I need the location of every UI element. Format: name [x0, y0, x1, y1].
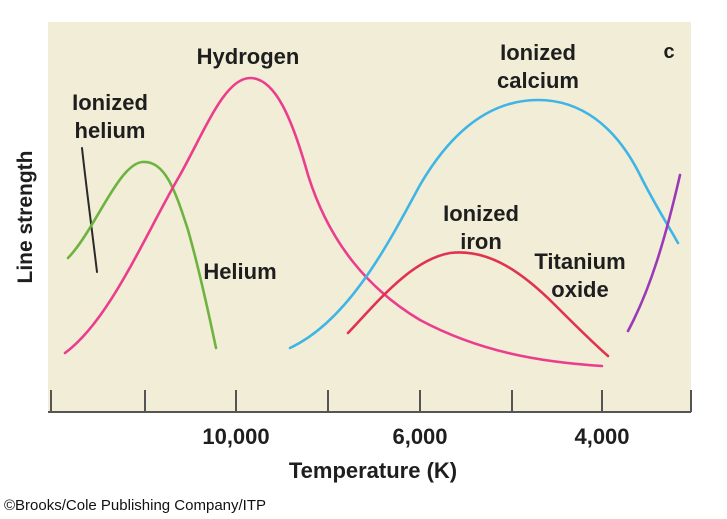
series-labels: Ionized helium Helium Hydrogen Ionized calciu…: [72, 40, 626, 302]
series-line-helium: [66, 160, 218, 350]
x-tick-label: 6,000: [392, 424, 447, 449]
copyright-credit: ©Brooks/Cole Publishing Company/ITP: [4, 497, 267, 514]
series-line-ionized-calcium: [288, 98, 680, 350]
series-label-helium: Helium: [203, 259, 276, 284]
series-label-ionized-calcium: Ionized calcium: [497, 40, 579, 93]
x-axis-title: Temperature (K): [289, 458, 457, 483]
x-axis: [48, 390, 692, 413]
series-label-ionized-helium: Ionized helium: [72, 90, 148, 143]
x-tick-label: 10,000: [202, 424, 269, 449]
y-axis-title: Line strength: [14, 150, 37, 283]
series-line-titanium-oxide: [626, 173, 682, 333]
series-line-ionized-helium: [81, 147, 98, 273]
x-tick-label: 4,000: [574, 424, 629, 449]
series-line-hydrogen: [63, 76, 604, 368]
x-tick-labels: 10,000 6,000 4,000: [202, 424, 629, 449]
series-group: [63, 76, 682, 368]
series-label-ionized-iron: Ionized iron: [443, 201, 519, 254]
series-label-titanium-oxide: Titanium oxide: [534, 249, 625, 302]
series-label-hydrogen: Hydrogen: [197, 44, 300, 69]
series-line-ionized-iron: [346, 251, 610, 358]
panel-label: c: [663, 41, 674, 63]
plot-area: [48, 22, 691, 412]
